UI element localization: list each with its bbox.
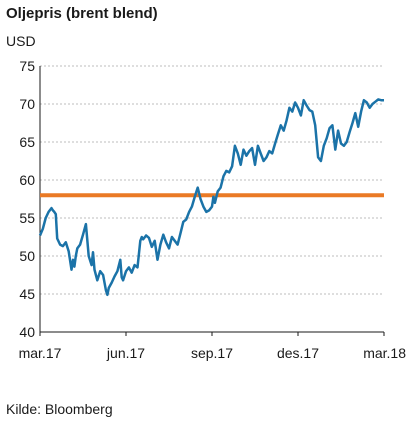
x-tick-label-mar.17: mar.17 [19, 345, 62, 361]
y-tick-label-55: 55 [19, 210, 35, 226]
y-tick-labels: 40 45 50 55 60 65 70 75 [19, 58, 35, 340]
x-tick-label-mar.18: mar.18 [363, 345, 406, 361]
y-tick-label-50: 50 [19, 248, 35, 264]
x-tick-label-sep.17: sep.17 [191, 345, 233, 361]
x-tick-label-des.17: des.17 [277, 345, 319, 361]
source-note: Kilde: Bloomberg [6, 401, 113, 417]
x-tick-label-jun.17: jun.17 [106, 345, 145, 361]
gridlines [40, 65, 384, 295]
y-tick-label-70: 70 [19, 96, 35, 112]
y-tick-label-65: 65 [19, 134, 35, 150]
series-line-brent-price [38, 98, 384, 297]
y-axis-label: USD [6, 33, 36, 49]
y-tick-label-75: 75 [19, 58, 35, 74]
chart-title: Oljepris (brent blend) [6, 5, 158, 22]
x-tick-labels: mar.17 jun.17 sep.17 des.17 mar.18 [19, 332, 406, 361]
y-tick-label-60: 60 [19, 172, 35, 188]
y-tick-label-45: 45 [19, 286, 35, 302]
y-tick-label-40: 40 [19, 324, 35, 340]
